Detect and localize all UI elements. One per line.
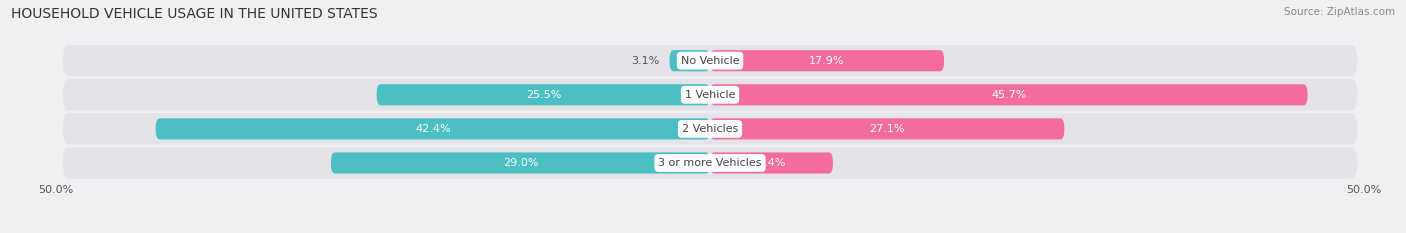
Text: 2 Vehicles: 2 Vehicles [682, 124, 738, 134]
Text: 9.4%: 9.4% [758, 158, 786, 168]
Text: 17.9%: 17.9% [810, 56, 845, 66]
FancyBboxPatch shape [710, 50, 943, 71]
Text: 29.0%: 29.0% [503, 158, 538, 168]
FancyBboxPatch shape [377, 84, 710, 105]
FancyBboxPatch shape [330, 152, 710, 174]
Text: 25.5%: 25.5% [526, 90, 561, 100]
FancyBboxPatch shape [710, 118, 1064, 140]
FancyBboxPatch shape [63, 79, 1357, 110]
FancyBboxPatch shape [710, 84, 1308, 105]
FancyBboxPatch shape [63, 45, 1357, 76]
Text: 3 or more Vehicles: 3 or more Vehicles [658, 158, 762, 168]
Text: No Vehicle: No Vehicle [681, 56, 740, 66]
Text: 45.7%: 45.7% [991, 90, 1026, 100]
FancyBboxPatch shape [63, 147, 1357, 179]
Text: 3.1%: 3.1% [631, 56, 659, 66]
FancyBboxPatch shape [63, 113, 1357, 144]
Text: Source: ZipAtlas.com: Source: ZipAtlas.com [1284, 7, 1395, 17]
FancyBboxPatch shape [669, 50, 710, 71]
Text: HOUSEHOLD VEHICLE USAGE IN THE UNITED STATES: HOUSEHOLD VEHICLE USAGE IN THE UNITED ST… [11, 7, 378, 21]
Text: 42.4%: 42.4% [415, 124, 451, 134]
FancyBboxPatch shape [156, 118, 710, 140]
FancyBboxPatch shape [710, 152, 832, 174]
Text: 27.1%: 27.1% [869, 124, 905, 134]
Text: 1 Vehicle: 1 Vehicle [685, 90, 735, 100]
